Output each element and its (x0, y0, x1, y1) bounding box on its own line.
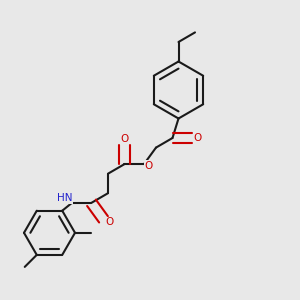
Text: HN: HN (57, 193, 72, 203)
Text: O: O (144, 160, 153, 171)
Text: O: O (120, 134, 129, 144)
Text: O: O (105, 217, 114, 227)
Text: O: O (194, 133, 202, 143)
